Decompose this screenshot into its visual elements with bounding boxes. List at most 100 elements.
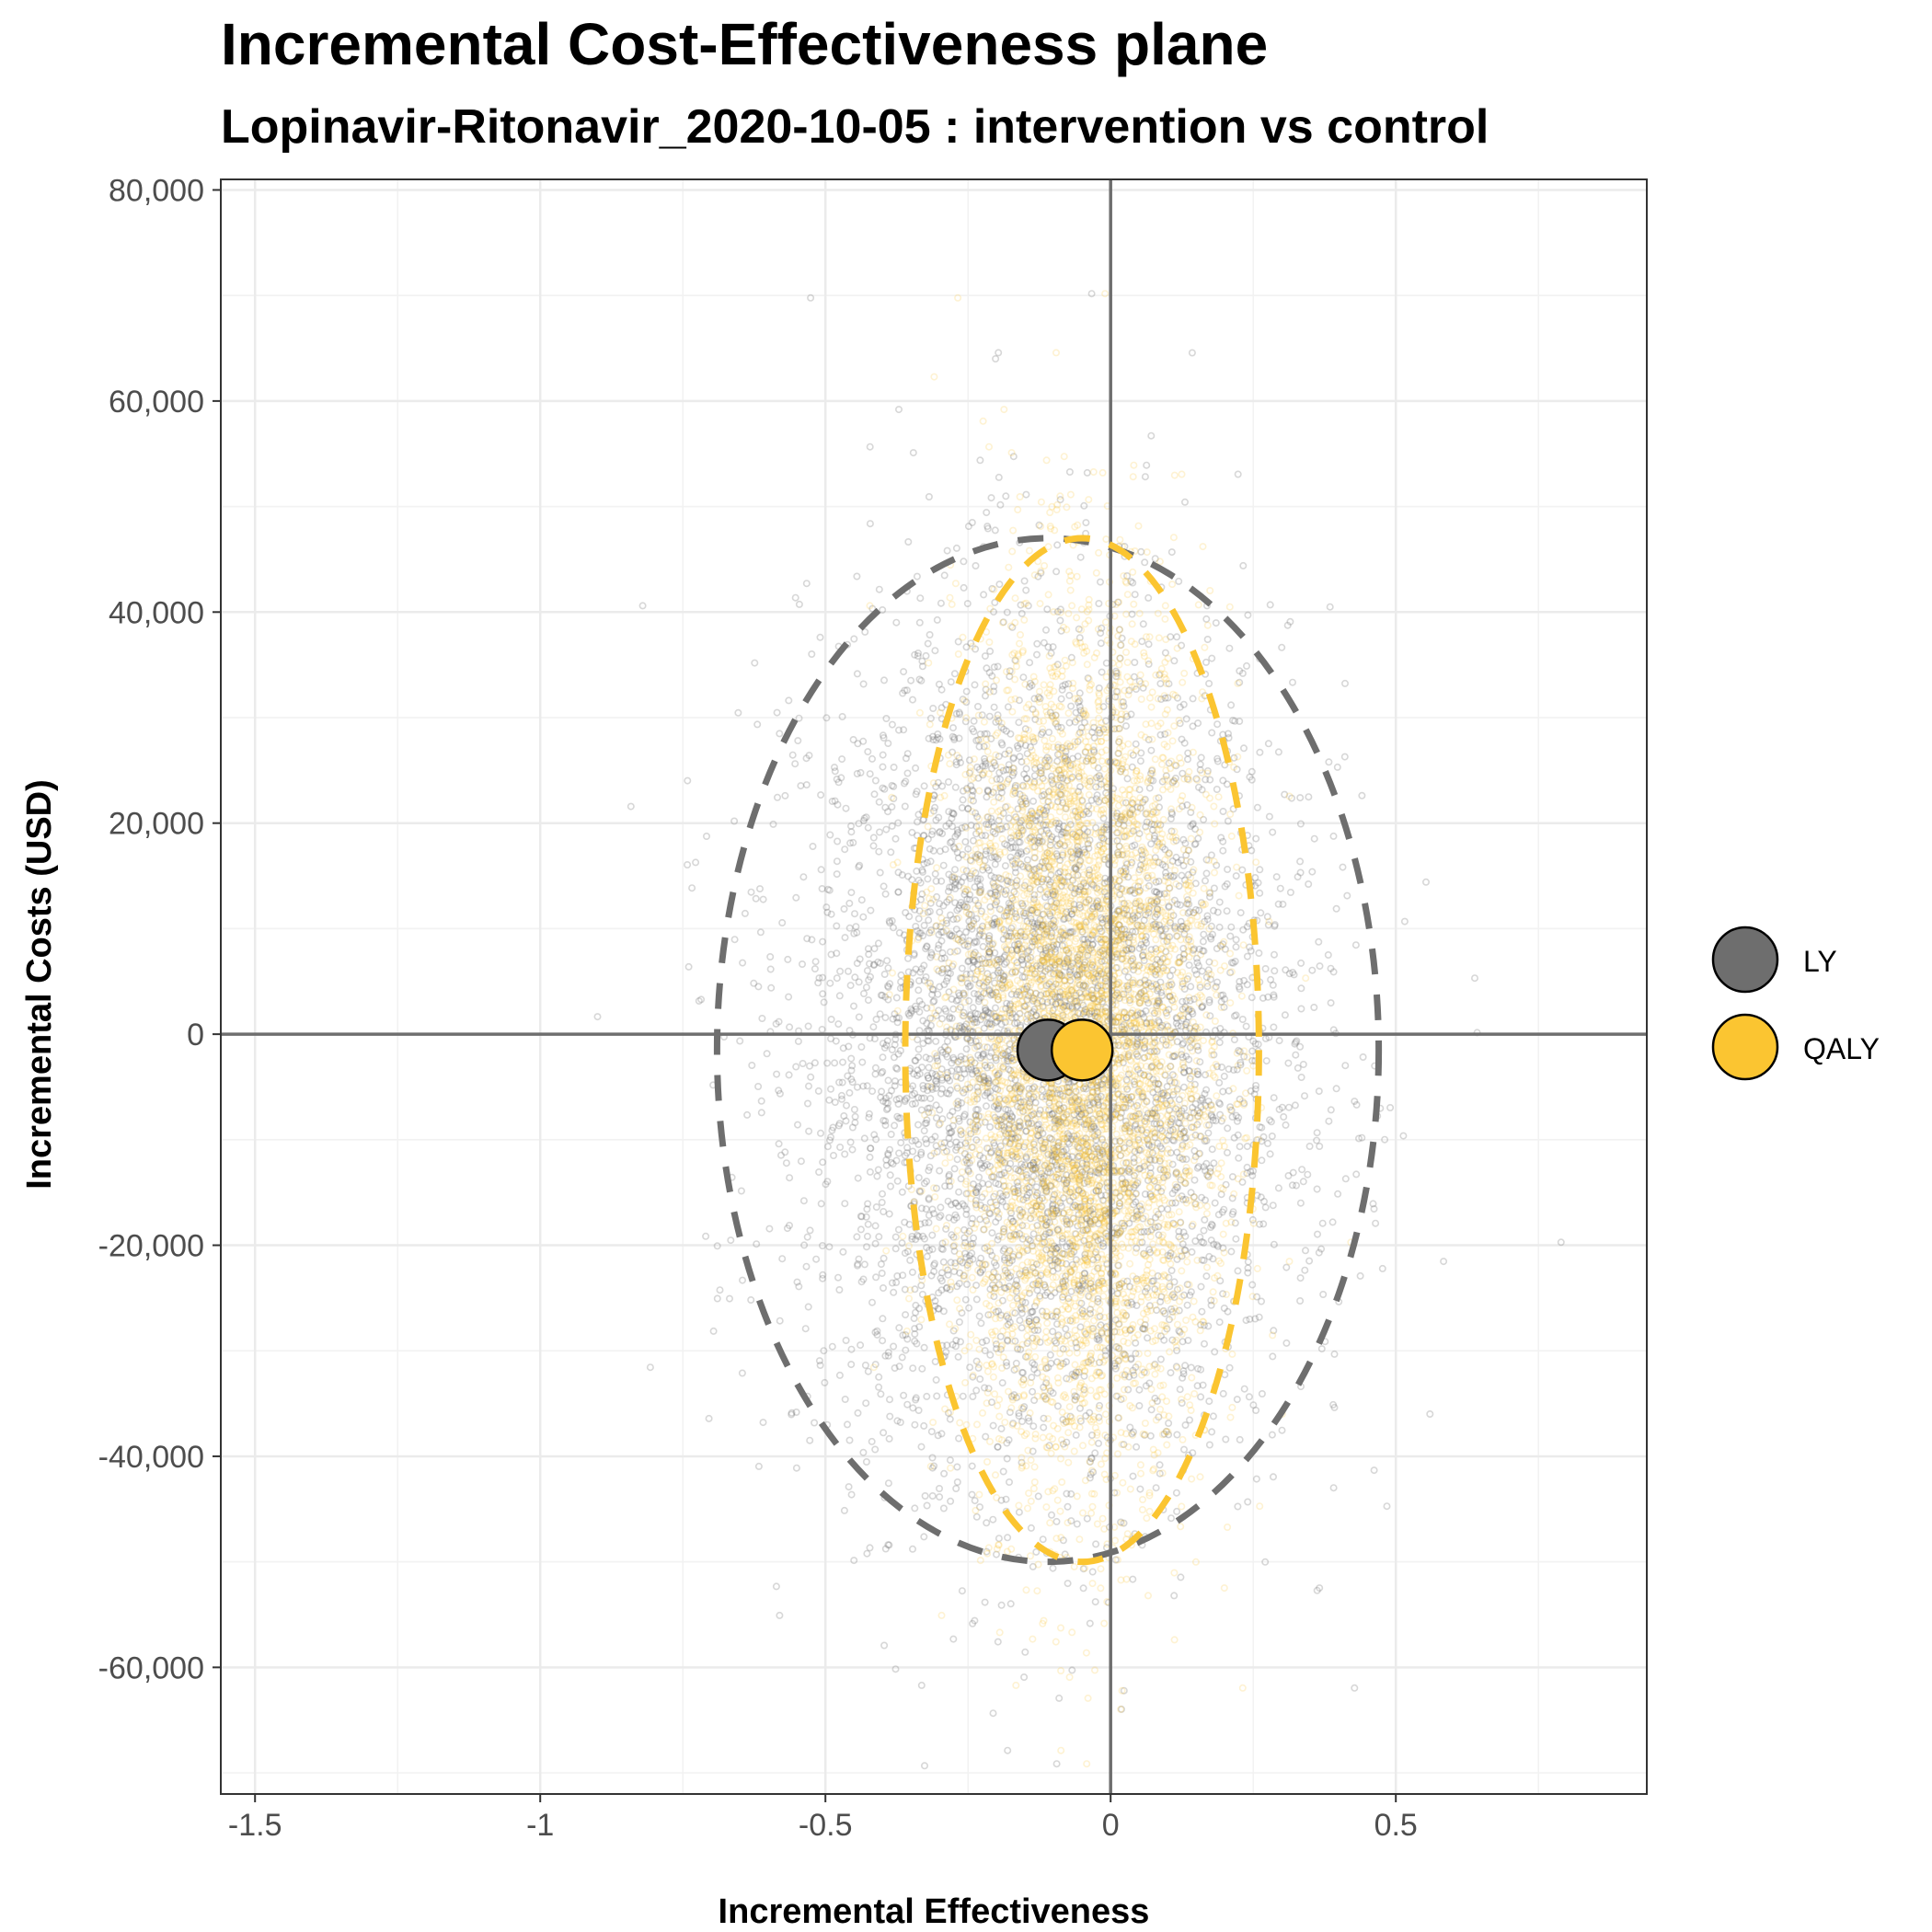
- scatter-point: [967, 639, 975, 648]
- scatter-points: [593, 290, 1565, 1770]
- scatter-point: [1178, 856, 1186, 864]
- scatter-point: [1173, 900, 1181, 908]
- scatter-point: [1046, 1249, 1054, 1258]
- scatter-point: [1165, 1006, 1173, 1014]
- scatter-point: [974, 997, 983, 1006]
- scatter-point: [697, 995, 706, 1004]
- scatter-point: [1175, 958, 1183, 966]
- scatter-point: [1052, 940, 1061, 949]
- scatter-point: [1218, 1064, 1226, 1072]
- scatter-point: [1127, 886, 1135, 894]
- scatter-point: [1089, 903, 1098, 911]
- scatter-point: [1092, 1248, 1100, 1257]
- scatter-point: [1057, 695, 1065, 703]
- scatter-point: [991, 873, 999, 881]
- scatter-point: [1168, 1190, 1177, 1198]
- scatter-point: [1185, 1066, 1193, 1075]
- scatter-point: [806, 1436, 814, 1444]
- scatter-point: [1181, 1232, 1190, 1240]
- scatter-point: [937, 1277, 946, 1285]
- scatter-point: [1011, 844, 1019, 852]
- scatter-point: [1021, 909, 1029, 917]
- scatter-point: [857, 1213, 865, 1221]
- scatter-point: [1023, 1074, 1031, 1082]
- scatter-point: [1052, 945, 1060, 953]
- scatter-point: [992, 1308, 1000, 1317]
- scatter-point: [1061, 914, 1069, 923]
- scatter-point: [1068, 928, 1076, 937]
- scatter-point: [868, 1298, 876, 1306]
- scatter-point: [1259, 994, 1267, 1002]
- scatter-point: [1025, 1289, 1033, 1297]
- scatter-point: [954, 936, 962, 944]
- scatter-point: [948, 1128, 956, 1136]
- scatter-point: [1129, 979, 1137, 987]
- scatter-point: [1038, 1307, 1046, 1316]
- scatter-point: [1178, 922, 1186, 930]
- scatter-point: [1021, 1161, 1029, 1169]
- scatter-point: [991, 1284, 999, 1293]
- scatter-point: [1085, 1241, 1093, 1249]
- scatter-point: [1113, 809, 1121, 817]
- scatter-point: [946, 1140, 954, 1148]
- scatter-point: [1026, 1183, 1034, 1191]
- scatter-point: [848, 1123, 857, 1132]
- scatter-point: [1251, 1315, 1259, 1323]
- scatter-point: [948, 1059, 956, 1067]
- scatter-point: [1119, 1059, 1127, 1067]
- scatter-point: [988, 1251, 996, 1259]
- scatter-point: [1188, 1123, 1196, 1132]
- scatter-point: [1370, 1466, 1378, 1475]
- scatter-point: [1092, 823, 1100, 832]
- scatter-point: [1139, 1214, 1147, 1223]
- scatter-point: [1174, 1119, 1182, 1127]
- scatter-point: [878, 991, 886, 999]
- scatter-point: [1007, 990, 1016, 998]
- scatter-point: [989, 921, 997, 929]
- scatter-point: [805, 1127, 813, 1135]
- scatter-point: [914, 986, 923, 995]
- scatter-point: [937, 1065, 946, 1074]
- scatter-point: [1192, 775, 1201, 783]
- scatter-point: [1075, 634, 1084, 642]
- scatter-point: [1054, 1086, 1063, 1094]
- scatter-point: [1175, 1096, 1183, 1104]
- chart-title: Incremental Cost-Effectiveness plane: [221, 11, 1268, 77]
- scatter-point: [967, 1010, 975, 1018]
- scatter-point: [965, 910, 973, 918]
- scatter-point: [1035, 693, 1043, 701]
- scatter-point: [1156, 821, 1165, 829]
- scatter-point: [1178, 1252, 1186, 1260]
- scatter-point: [816, 1362, 824, 1370]
- scatter-point: [959, 850, 967, 858]
- scatter-point: [954, 1098, 962, 1106]
- scatter-point: [1075, 989, 1084, 997]
- scatter-point: [1156, 1355, 1165, 1363]
- scatter-point: [1248, 1056, 1257, 1064]
- scatter-point: [1193, 1107, 1202, 1115]
- scatter-point: [838, 1078, 846, 1087]
- scatter-point: [1137, 902, 1145, 910]
- scatter-point: [1017, 1021, 1025, 1029]
- scatter-point: [1259, 1133, 1268, 1141]
- scatter-point: [972, 1189, 980, 1197]
- scatter-point: [1021, 742, 1029, 750]
- scatter-point: [927, 1135, 936, 1144]
- scatter-point: [951, 879, 960, 887]
- scatter-point: [1224, 865, 1232, 873]
- scatter-point: [1130, 1371, 1138, 1379]
- scatter-point: [1014, 1082, 1022, 1090]
- scatter-point: [850, 1106, 858, 1114]
- scatter-point: [1044, 829, 1052, 837]
- scatter-point: [1141, 1325, 1149, 1333]
- scatter-point: [1045, 788, 1053, 796]
- scatter-point: [899, 1331, 907, 1340]
- scatter-point: [1062, 829, 1070, 837]
- scatter-point: [1074, 849, 1082, 857]
- scatter-point: [1135, 944, 1144, 952]
- scatter-point: [836, 967, 845, 975]
- scatter-point: [799, 1060, 807, 1068]
- scatter-point: [949, 1340, 957, 1349]
- scatter-point: [1204, 1098, 1213, 1106]
- scatter-point: [1017, 601, 1025, 609]
